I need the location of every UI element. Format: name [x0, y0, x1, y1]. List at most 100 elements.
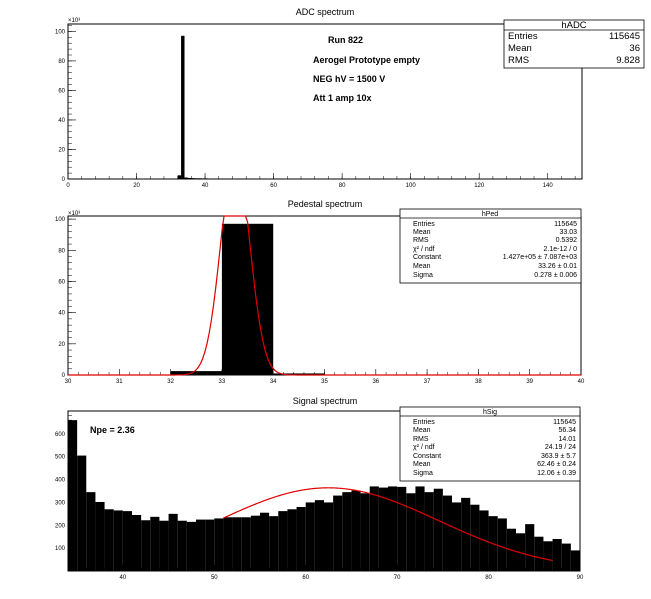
- signal-bin: [424, 492, 434, 571]
- adc-x-tick-label: 20: [133, 183, 140, 189]
- pedestal-x-tick-label: 32: [167, 379, 174, 385]
- signal-bin: [241, 517, 251, 571]
- signal-x-tick-label: 60: [302, 575, 309, 581]
- signal-stat-value-6: 12.06 ± 0.39: [537, 470, 576, 477]
- adc-y-tick-label: 60: [58, 88, 65, 94]
- pedestal-x-tick-label: 30: [65, 379, 72, 385]
- pedestal-y-multiplier: ×10³: [68, 211, 80, 217]
- adc-bin: [239, 178, 243, 180]
- adc-x-tick-label: 60: [270, 183, 277, 189]
- signal-stats-box: hSig Entries 115645 Mean 56.34 RMS 14.01…: [399, 406, 581, 482]
- pedestal-x-tick-label: 36: [372, 379, 379, 385]
- signal-stat-value-1: 56.34: [558, 427, 576, 434]
- signal-title: Signal spectrum: [293, 396, 358, 406]
- pedestal-stat-label-0: Entries: [413, 221, 435, 228]
- pedestal-stat-value-6: 0.278 ± 0.006: [534, 272, 577, 279]
- signal-bin: [305, 502, 315, 571]
- adc-bin: [205, 178, 209, 180]
- signal-bin: [314, 500, 324, 571]
- pedestal-stats-name: hPed: [482, 211, 498, 218]
- signal-stats-name: hSig: [483, 409, 497, 416]
- adc-annotation-detector: Aerogel Prototype empty: [313, 55, 420, 65]
- signal-bin: [397, 486, 407, 571]
- pedestal-x-tick-label: 34: [270, 379, 277, 385]
- signal-bin: [260, 512, 270, 571]
- signal-fit-curve: [223, 487, 553, 562]
- signal-bin: [186, 521, 196, 571]
- signal-stat-label-5: Mean: [413, 461, 431, 468]
- signal-y-tick-label: 300: [55, 500, 66, 506]
- pedestal-stat-label-4: Constant: [413, 254, 441, 261]
- adc-y-tick-label: 40: [58, 118, 65, 124]
- adc-stat-mean-label: Mean: [508, 43, 532, 54]
- adc-bin: [201, 178, 206, 180]
- pedestal-bars: [170, 223, 325, 375]
- adc-y-multiplier: ×10³: [68, 18, 80, 24]
- adc-x-tick-label: 40: [202, 183, 209, 189]
- pedestal-x-tick-label: 38: [475, 379, 482, 385]
- pedestal-y-tick-label: 60: [58, 279, 65, 285]
- signal-stat-label-1: Mean: [413, 427, 431, 434]
- signal-bin: [150, 516, 160, 571]
- adc-bin: [191, 178, 195, 179]
- pedestal-y-tick-label: 80: [58, 248, 65, 254]
- pedestal-x-tick-label: 40: [578, 379, 585, 385]
- adc-stat-mean-value: 36: [629, 43, 640, 54]
- signal-bin: [333, 495, 343, 571]
- signal-bin: [232, 517, 242, 571]
- pedestal-stat-value-4: 1.427e+05 ± 7.087e+03: [503, 254, 577, 261]
- pedestal-stat-value-2: 0.5392: [556, 237, 578, 244]
- signal-bin: [113, 510, 123, 571]
- signal-bin: [497, 518, 507, 571]
- signal-bin: [406, 493, 416, 571]
- signal-bin: [543, 541, 553, 571]
- adc-stat-entries-value: 115645: [609, 31, 640, 42]
- adc-bin: [342, 178, 346, 180]
- signal-stat-label-2: RMS: [413, 436, 429, 443]
- signal-bin: [104, 509, 114, 571]
- adc-bin: [256, 178, 260, 180]
- signal-bin: [452, 502, 462, 571]
- pedestal-bin: [170, 371, 222, 375]
- signal-bin: [461, 497, 471, 571]
- signal-stat-label-6: Sigma: [413, 470, 433, 477]
- signal-x-tick-label: 90: [577, 575, 584, 581]
- pedestal-stat-value-3: 2.1e-12 / 0: [544, 246, 578, 253]
- signal-bin: [415, 486, 425, 571]
- signal-bin: [287, 509, 297, 571]
- signal-stat-value-3: 24.19 / 24: [545, 444, 576, 451]
- adc-y-tick-label: 20: [58, 147, 65, 153]
- adc-bin: [184, 177, 188, 179]
- signal-x-tick-label: 50: [211, 575, 218, 581]
- pedestal-stat-label-3: χ² / ndf: [413, 246, 435, 253]
- pedestal-fit: [68, 215, 581, 376]
- signal-bin: [77, 455, 87, 571]
- signal-bin: [433, 488, 443, 571]
- adc-bin: [181, 35, 185, 179]
- signal-bin: [141, 520, 151, 571]
- signal-bars: [68, 420, 580, 571]
- pedestal-stat-label-6: Sigma: [413, 272, 433, 279]
- pedestal-stats-box: hPed Entries 115645 Mean 33.03 RMS 0.539…: [399, 208, 582, 284]
- adc-stats-box: hADC Entries 115645 Mean 36 RMS 9.828: [503, 19, 645, 69]
- pedestal-bin: [273, 373, 325, 375]
- pedestal-y-tick-label: 20: [58, 342, 65, 348]
- signal-x-tick-label: 70: [394, 575, 401, 581]
- adc-bin: [359, 178, 363, 180]
- adc-annotation-attenuation: Att 1 amp 10x: [313, 93, 372, 103]
- adc-bin: [222, 178, 226, 180]
- signal-bin: [159, 520, 169, 571]
- pedestal-stat-value-1: 33.03: [559, 229, 577, 236]
- signal-bin: [378, 487, 388, 571]
- signal-bin: [86, 492, 96, 571]
- signal-stat-value-0: 115645: [553, 419, 576, 426]
- adc-title: ADC spectrum: [296, 7, 355, 17]
- adc-y-tick-label: 100: [55, 29, 66, 35]
- adc-spectrum-panel: ADC spectrum ×10³ 0 20 40 60 80 100 120 140 0 20 4…: [55, 7, 645, 189]
- adc-stat-rms-value: 9.828: [616, 55, 640, 66]
- adc-bin: [307, 178, 312, 180]
- signal-annotation-npe: Npe = 2.36: [90, 425, 135, 435]
- adc-stat-entries-label: Entries: [508, 31, 538, 42]
- signal-stat-label-4: Constant: [413, 453, 441, 460]
- signal-y-tick-label: 600: [55, 432, 66, 438]
